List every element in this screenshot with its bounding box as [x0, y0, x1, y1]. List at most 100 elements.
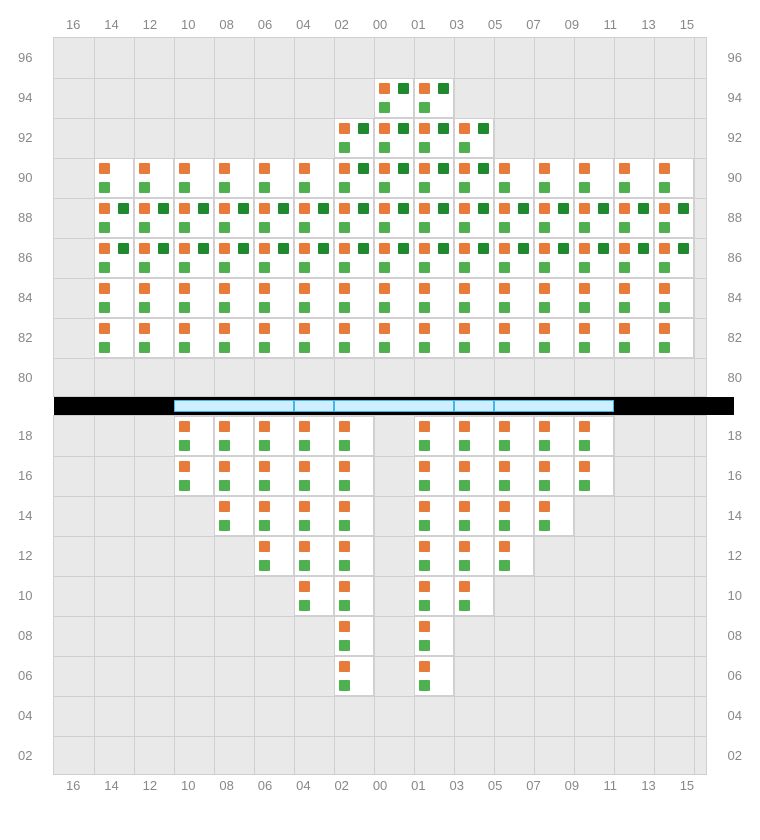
seat[interactable] — [214, 496, 254, 536]
seat[interactable] — [374, 158, 414, 198]
seat[interactable] — [374, 278, 414, 318]
seat[interactable] — [94, 238, 134, 278]
seat[interactable] — [494, 536, 534, 576]
seat[interactable] — [494, 456, 534, 496]
seat[interactable] — [174, 198, 214, 238]
seat[interactable] — [454, 416, 494, 456]
seat[interactable] — [494, 318, 534, 358]
seat[interactable] — [654, 278, 694, 318]
seat[interactable] — [534, 456, 574, 496]
seat[interactable] — [214, 238, 254, 278]
seat[interactable] — [574, 198, 614, 238]
seat[interactable] — [654, 318, 694, 358]
seat[interactable] — [254, 198, 294, 238]
seat[interactable] — [534, 278, 574, 318]
seat[interactable] — [334, 496, 374, 536]
seat[interactable] — [334, 616, 374, 656]
seat[interactable] — [214, 318, 254, 358]
seat[interactable] — [494, 278, 534, 318]
seat[interactable] — [654, 158, 694, 198]
seat[interactable] — [214, 198, 254, 238]
seat[interactable] — [174, 456, 214, 496]
seat[interactable] — [614, 278, 654, 318]
seat[interactable] — [254, 238, 294, 278]
seat[interactable] — [414, 416, 454, 456]
seat[interactable] — [334, 318, 374, 358]
seat[interactable] — [214, 456, 254, 496]
seat[interactable] — [134, 198, 174, 238]
seat[interactable] — [534, 198, 574, 238]
seat[interactable] — [94, 278, 134, 318]
seat[interactable] — [174, 278, 214, 318]
seat[interactable] — [134, 278, 174, 318]
seat[interactable] — [174, 238, 214, 278]
seat[interactable] — [534, 318, 574, 358]
seat[interactable] — [294, 576, 334, 616]
seat[interactable] — [294, 416, 334, 456]
seat[interactable] — [374, 318, 414, 358]
seat[interactable] — [454, 496, 494, 536]
seat[interactable] — [254, 536, 294, 576]
seat[interactable] — [334, 118, 374, 158]
seat[interactable] — [374, 198, 414, 238]
seat[interactable] — [494, 416, 534, 456]
seat[interactable] — [414, 536, 454, 576]
seat[interactable] — [534, 158, 574, 198]
seat[interactable] — [654, 238, 694, 278]
seat[interactable] — [414, 78, 454, 118]
seat[interactable] — [334, 278, 374, 318]
seat[interactable] — [254, 278, 294, 318]
seat[interactable] — [454, 238, 494, 278]
seat[interactable] — [134, 318, 174, 358]
seat[interactable] — [534, 416, 574, 456]
seat[interactable] — [454, 198, 494, 238]
seat[interactable] — [134, 238, 174, 278]
seat[interactable] — [454, 318, 494, 358]
seat[interactable] — [534, 238, 574, 278]
seat[interactable] — [294, 278, 334, 318]
seat[interactable] — [574, 416, 614, 456]
seat[interactable] — [534, 496, 574, 536]
seat[interactable] — [614, 198, 654, 238]
seat[interactable] — [574, 238, 614, 278]
seat[interactable] — [294, 158, 334, 198]
seat[interactable] — [614, 238, 654, 278]
seat[interactable] — [574, 278, 614, 318]
seat[interactable] — [454, 536, 494, 576]
seat[interactable] — [294, 198, 334, 238]
seat[interactable] — [294, 496, 334, 536]
seat[interactable] — [294, 536, 334, 576]
seat[interactable] — [174, 416, 214, 456]
seat[interactable] — [614, 158, 654, 198]
seat[interactable] — [414, 278, 454, 318]
seat[interactable] — [494, 198, 534, 238]
seat[interactable] — [414, 496, 454, 536]
seat[interactable] — [94, 318, 134, 358]
seat[interactable] — [454, 158, 494, 198]
seat[interactable] — [454, 278, 494, 318]
seat[interactable] — [254, 158, 294, 198]
seat[interactable] — [174, 318, 214, 358]
seat[interactable] — [614, 318, 654, 358]
seat[interactable] — [654, 198, 694, 238]
seat[interactable] — [334, 238, 374, 278]
seat[interactable] — [254, 318, 294, 358]
seat[interactable] — [334, 416, 374, 456]
seat[interactable] — [334, 576, 374, 616]
seat[interactable] — [414, 576, 454, 616]
seat[interactable] — [294, 456, 334, 496]
seat[interactable] — [414, 118, 454, 158]
seat[interactable] — [334, 456, 374, 496]
seat[interactable] — [94, 198, 134, 238]
seat[interactable] — [254, 496, 294, 536]
seat[interactable] — [454, 456, 494, 496]
seat[interactable] — [454, 576, 494, 616]
seat[interactable] — [414, 238, 454, 278]
seat[interactable] — [374, 118, 414, 158]
seat[interactable] — [334, 158, 374, 198]
seat[interactable] — [414, 656, 454, 696]
seat[interactable] — [374, 238, 414, 278]
seat[interactable] — [374, 78, 414, 118]
seat[interactable] — [294, 318, 334, 358]
seat[interactable] — [134, 158, 174, 198]
